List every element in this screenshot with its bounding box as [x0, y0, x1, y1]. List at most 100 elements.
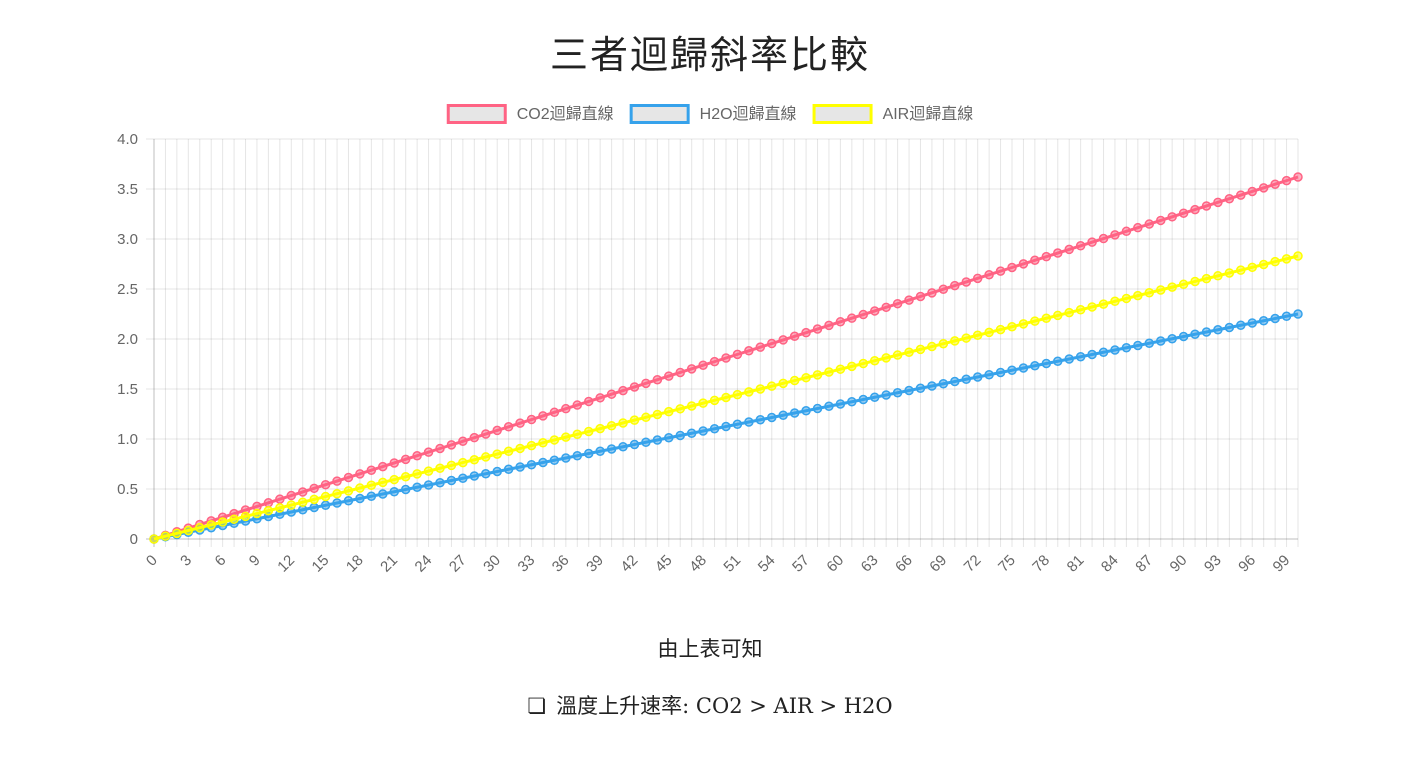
data-point — [686, 401, 697, 411]
data-point — [423, 466, 434, 476]
data-point — [686, 428, 697, 438]
data-point — [469, 432, 480, 443]
y-tick-label: 3.0 — [117, 231, 138, 248]
data-point — [881, 302, 891, 313]
data-point — [1281, 254, 1292, 264]
data-point — [355, 483, 365, 493]
data-point — [709, 395, 720, 406]
data-point — [481, 469, 491, 479]
data-point — [332, 488, 342, 499]
data-point — [378, 477, 388, 488]
data-point — [1167, 334, 1177, 344]
data-point — [286, 490, 297, 501]
data-point — [812, 324, 823, 334]
data-point — [950, 280, 960, 291]
data-point — [297, 497, 308, 507]
data-point — [481, 429, 491, 439]
data-point — [824, 320, 834, 331]
data-point — [961, 333, 971, 343]
data-point — [869, 392, 880, 402]
data-point — [904, 347, 914, 357]
data-point — [332, 476, 342, 486]
data-point — [1224, 193, 1235, 204]
data-point — [263, 498, 274, 508]
data-point — [1258, 259, 1269, 270]
legend: CO2迴歸直線 H2O迴歸直線 AIR迴歸直線 — [446, 104, 973, 124]
data-point — [1087, 237, 1097, 247]
data-point — [927, 341, 937, 352]
data-point — [206, 520, 216, 530]
data-point — [1247, 318, 1257, 328]
data-point — [984, 327, 994, 338]
x-tick-label: 78 — [1029, 552, 1053, 576]
data-point — [686, 364, 697, 374]
y-tick-label: 2.5 — [117, 281, 138, 298]
x-tick-label: 96 — [1235, 552, 1259, 576]
data-point — [183, 525, 194, 536]
data-point — [1075, 241, 1086, 251]
data-point — [1213, 325, 1223, 335]
data-point — [332, 498, 342, 508]
data-point — [1167, 212, 1177, 222]
data-point — [950, 336, 960, 346]
data-point — [1155, 215, 1166, 226]
data-point — [984, 370, 994, 380]
data-point — [881, 353, 891, 363]
data-point — [904, 295, 914, 305]
data-point — [698, 398, 708, 408]
data-point — [1224, 322, 1235, 333]
data-point — [629, 439, 640, 450]
conclusion-item: ❏ 溫度上升速率: CO2 > AIR > H2O — [527, 690, 892, 720]
data-point — [1167, 282, 1177, 292]
data-point — [515, 462, 525, 472]
chart-svg: 00.51.01.52.02.53.03.54.00 3 6 9 12 15 18 21 24 2… — [117, 104, 1303, 576]
data-point — [195, 522, 205, 533]
data-point — [1030, 255, 1040, 266]
data-point — [1155, 285, 1166, 295]
data-point — [824, 401, 834, 411]
data-point — [263, 505, 274, 516]
data-point — [709, 424, 720, 434]
data-point — [744, 346, 754, 356]
data-point — [595, 393, 605, 403]
data-point — [801, 372, 811, 383]
data-point — [1178, 279, 1189, 290]
data-point — [721, 353, 731, 363]
x-tick-label: 36 — [549, 552, 573, 576]
data-point — [583, 448, 594, 459]
data-point — [1270, 313, 1280, 324]
data-point — [869, 355, 880, 366]
data-point — [297, 487, 308, 497]
y-tick-label: 0 — [130, 531, 138, 548]
data-point — [1247, 186, 1257, 197]
data-point — [366, 465, 377, 475]
data-point — [503, 464, 514, 474]
data-point — [927, 288, 937, 298]
data-point — [320, 500, 331, 510]
data-point — [915, 344, 926, 355]
data-point — [378, 489, 388, 499]
data-point — [1258, 183, 1269, 193]
data-point — [1213, 271, 1223, 281]
x-tick-label: 24 — [412, 552, 436, 576]
data-point — [1075, 305, 1086, 315]
data-point — [1087, 302, 1097, 312]
series-lines — [149, 172, 1303, 544]
x-tick-label: 81 — [1064, 552, 1088, 576]
data-point — [1098, 233, 1109, 244]
data-point — [938, 379, 949, 389]
data-point — [1030, 361, 1040, 371]
data-point — [1064, 244, 1074, 255]
x-tick-label: 54 — [755, 552, 779, 576]
data-point — [1110, 296, 1120, 307]
x-tick-label: 57 — [789, 552, 813, 576]
data-point — [1018, 259, 1029, 269]
data-point — [355, 493, 365, 504]
data-point — [675, 404, 685, 414]
conclusion-text: 溫度上升速率: CO2 > AIR > H2O — [556, 694, 893, 718]
data-point — [1190, 329, 1200, 339]
data-point — [767, 338, 777, 349]
x-tick-label: 90 — [1167, 552, 1191, 576]
data-point — [1041, 251, 1052, 262]
data-point — [572, 429, 583, 440]
